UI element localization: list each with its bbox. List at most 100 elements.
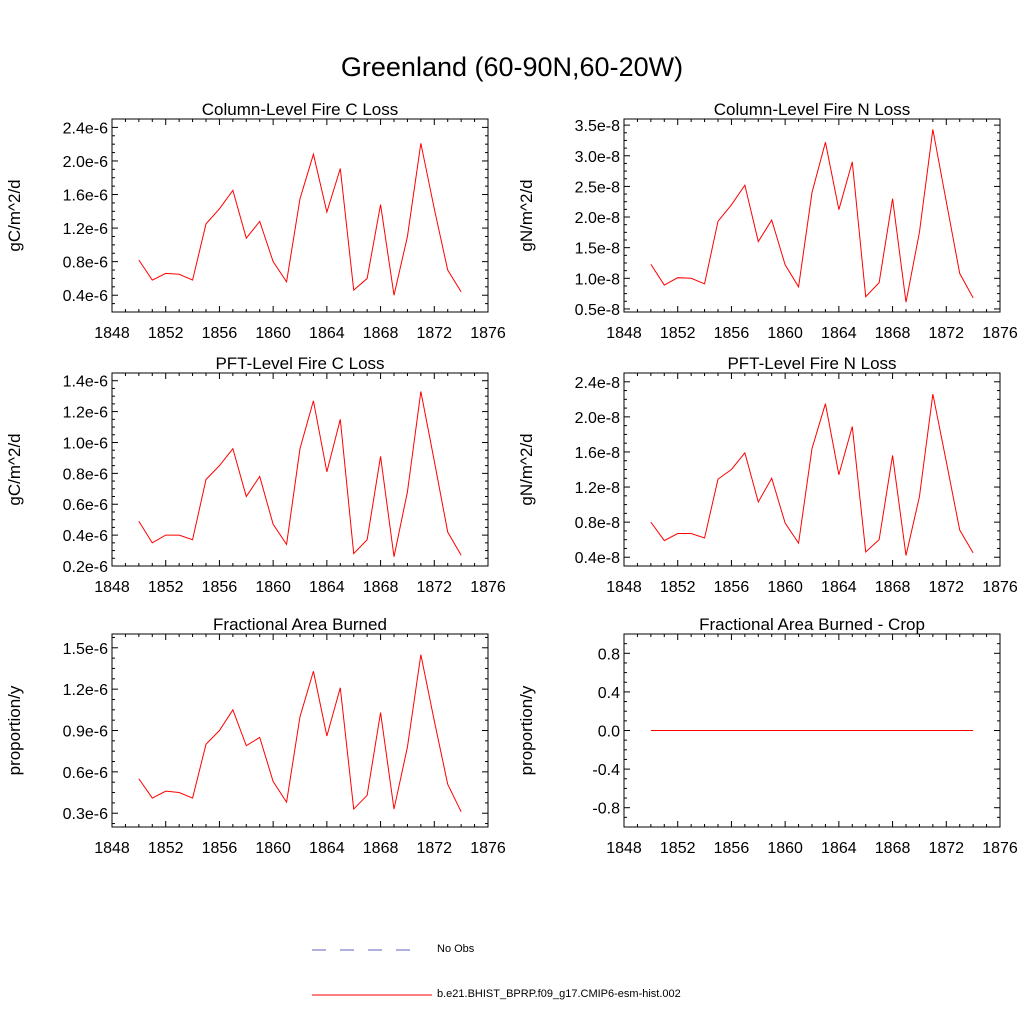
x-tick-label: 1860 <box>767 325 803 342</box>
x-tick-label: 1860 <box>767 579 803 596</box>
y-tick-label: 0.8e-8 <box>575 515 620 532</box>
y-tick-label: 0.8 <box>598 646 620 663</box>
chart-svg-column-fire-n-loss: Column-Level Fire N Loss 1848 1852 1856 1860… <box>517 100 1018 342</box>
y-tick-label: 1.5e-8 <box>575 241 620 258</box>
y-tick-label: 1.2e-6 <box>63 405 108 422</box>
x-tick-label: 1868 <box>875 840 911 857</box>
y-tick-label: 0.2e-6 <box>63 559 108 576</box>
plot-frame <box>111 118 489 313</box>
x-tick-label: 1848 <box>606 579 642 596</box>
x-tick-label: 1848 <box>606 840 642 857</box>
x-tick-label: 1860 <box>255 325 291 342</box>
x-tick-label: 1848 <box>94 579 130 596</box>
x-tick-label: 1876 <box>982 579 1018 596</box>
y-tick-label: 1.2e-6 <box>63 682 108 699</box>
x-tick-label: 1860 <box>255 579 291 596</box>
y-tick-label: 0.4e-8 <box>575 550 620 567</box>
y-tick-label: 1.6e-6 <box>63 188 108 205</box>
y-tick-label: 0.5e-8 <box>575 302 620 319</box>
y-tick-label: 0.4e-6 <box>63 528 108 545</box>
legend-model-label: b.e21.BHIST_BPRP.f09_g17.CMIP6-esm-hist.… <box>437 988 681 1000</box>
x-tick-label: 1848 <box>94 840 130 857</box>
x-tick-label: 1852 <box>148 840 184 857</box>
chart-svg-column-fire-c-loss: Column-Level Fire C Loss 1848 1852 1856 1860… <box>5 100 506 342</box>
y-tick-label: 0.8e-6 <box>63 466 108 483</box>
x-tick-label: 1868 <box>363 579 399 596</box>
x-tick-label: 1856 <box>714 840 750 857</box>
x-tick-label: 1860 <box>767 840 803 857</box>
x-tick-label: 1872 <box>928 840 964 857</box>
y-tick-label: 0.4e-6 <box>63 288 108 305</box>
x-tick-label: 1864 <box>309 579 345 596</box>
x-tick-label: 1856 <box>202 579 238 596</box>
y-tick-label: 0.6e-6 <box>63 497 108 514</box>
plot-frame <box>623 118 1001 313</box>
y-tick-label: 2.5e-8 <box>575 179 620 196</box>
y-axis-label: gC/m^2/d <box>5 433 24 505</box>
chart-title: PFT-Level Fire C Loss <box>215 354 384 373</box>
x-tick-label: 1872 <box>928 325 964 342</box>
y-tick-label: 1.0e-6 <box>63 435 108 452</box>
y-tick-label: -0.4 <box>592 762 620 779</box>
y-axis-label: gN/m^2/d <box>517 179 536 251</box>
y-axis-label: gC/m^2/d <box>5 179 24 251</box>
x-tick-label: 1876 <box>470 325 506 342</box>
figure-title: Greenland (60-90N,60-20W) <box>340 52 684 82</box>
y-tick-label: 0.4 <box>598 685 620 702</box>
y-tick-label: 2.4e-6 <box>63 120 108 137</box>
y-axis-label: proportion/y <box>517 685 536 775</box>
legend-obs-label: No Obs <box>437 943 475 955</box>
x-tick-label: 1852 <box>148 325 184 342</box>
y-tick-label: 3.0e-8 <box>575 149 620 166</box>
x-tick-label: 1876 <box>470 579 506 596</box>
x-tick-label: 1864 <box>309 325 345 342</box>
x-tick-label: 1856 <box>714 325 750 342</box>
chart-svg-fractional-area-burned: Fractional Area Burned 1848 1852 1856 1860 18… <box>5 615 506 857</box>
chart-svg-pft-fire-c-loss: PFT-Level Fire C Loss 1848 1852 1856 1860 186… <box>5 354 506 596</box>
x-tick-label: 1856 <box>202 840 238 857</box>
chart-svg-pft-fire-n-loss: PFT-Level Fire N Loss 1848 1852 1856 1860 186… <box>517 354 1018 596</box>
y-tick-label: 2.4e-8 <box>575 375 620 392</box>
x-tick-label: 1872 <box>416 840 452 857</box>
chart-title: Fractional Area Burned - Crop <box>699 615 925 634</box>
x-tick-label: 1872 <box>928 579 964 596</box>
chart-pft-fire-n-loss: PFT-Level Fire N Loss 1848 1852 1856 1860 186… <box>512 353 1018 611</box>
chart-pft-fire-c-loss: PFT-Level Fire C Loss 1848 1852 1856 1860 186… <box>0 353 506 611</box>
y-tick-label: 2.0e-8 <box>575 210 620 227</box>
x-tick-label: 1856 <box>714 579 750 596</box>
x-tick-label: 1868 <box>875 579 911 596</box>
series-line <box>138 654 462 813</box>
x-tick-label: 1852 <box>660 325 696 342</box>
y-axis-label: proportion/y <box>5 685 24 775</box>
y-tick-label: 1.2e-8 <box>575 480 620 497</box>
chart-title: Column-Level Fire C Loss <box>202 100 399 119</box>
y-tick-label: 0.3e-6 <box>63 806 108 823</box>
x-tick-label: 1872 <box>416 579 452 596</box>
chart-column-fire-c-loss: Column-Level Fire C Loss 1848 1852 1856 1860… <box>0 99 506 357</box>
x-tick-label: 1876 <box>982 325 1018 342</box>
y-tick-label: 1.4e-6 <box>63 374 108 391</box>
chart-title: PFT-Level Fire N Loss <box>727 354 896 373</box>
x-tick-label: 1868 <box>875 325 911 342</box>
y-tick-label: 0.6e-6 <box>63 765 108 782</box>
series-line <box>650 129 974 303</box>
chart-title: Column-Level Fire N Loss <box>714 100 911 119</box>
y-tick-label: -0.8 <box>592 801 620 818</box>
plot-frame <box>111 633 489 828</box>
x-tick-label: 1864 <box>309 840 345 857</box>
y-axis-label: gN/m^2/d <box>517 433 536 505</box>
y-tick-label: 0.9e-6 <box>63 724 108 741</box>
y-tick-label: 0.0 <box>598 724 620 741</box>
x-tick-label: 1876 <box>982 840 1018 857</box>
plot-frame <box>111 372 489 567</box>
chart-column-fire-n-loss: Column-Level Fire N Loss 1848 1852 1856 1860… <box>512 99 1018 357</box>
x-tick-label: 1852 <box>148 579 184 596</box>
y-tick-label: 1.2e-6 <box>63 221 108 238</box>
y-tick-label: 2.0e-6 <box>63 154 108 171</box>
x-tick-label: 1864 <box>821 840 857 857</box>
chart-fractional-area-burned-crop: Fractional Area Burned - Crop 1848 1852 185… <box>512 614 1018 872</box>
x-tick-label: 1848 <box>94 325 130 342</box>
y-tick-label: 1.6e-8 <box>575 445 620 462</box>
series-line <box>650 393 974 556</box>
chart-title: Fractional Area Burned <box>213 615 387 634</box>
